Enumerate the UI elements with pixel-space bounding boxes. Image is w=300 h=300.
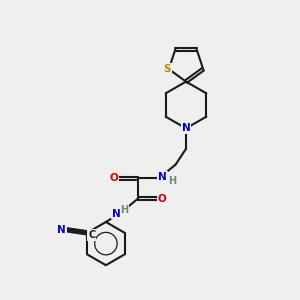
Text: N: N [158,172,167,182]
Text: O: O [158,194,166,204]
Text: O: O [110,173,118,183]
Text: S: S [164,64,171,74]
Text: H: H [120,205,128,215]
Text: H: H [168,176,177,186]
Text: C: C [88,230,95,240]
Text: N: N [182,123,190,134]
Text: N: N [112,208,121,219]
Text: N: N [57,225,66,235]
